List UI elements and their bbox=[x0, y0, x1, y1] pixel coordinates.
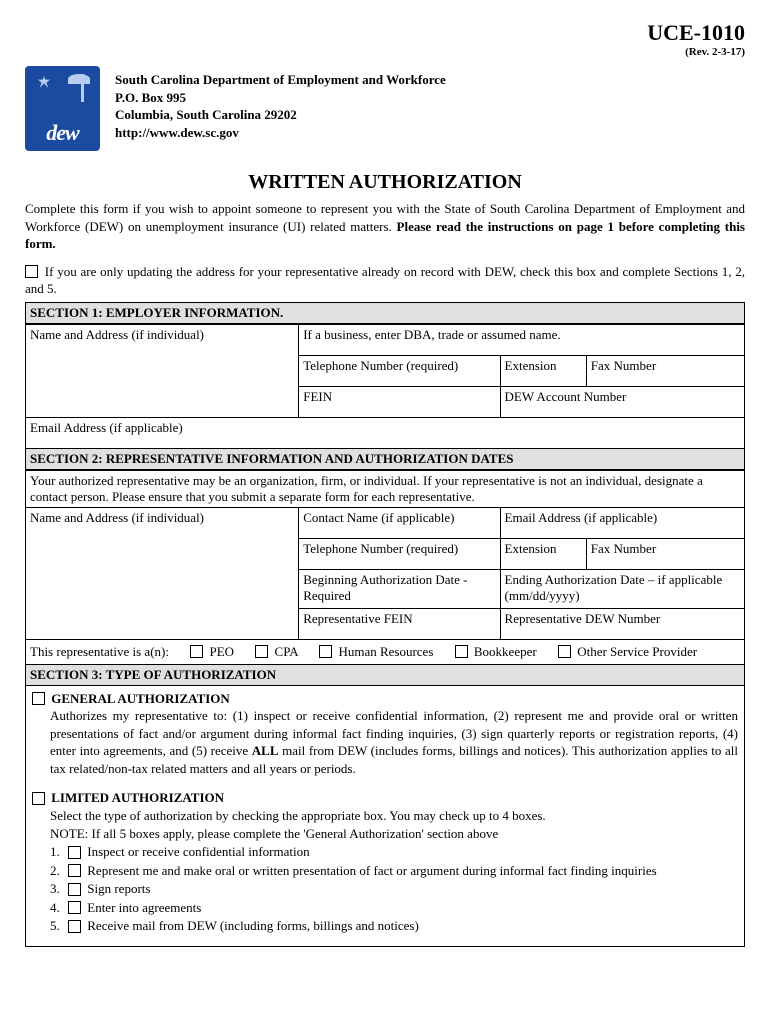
peo-checkbox[interactable] bbox=[190, 645, 203, 658]
s2-begin-date[interactable]: Beginning Authorization Date - Required bbox=[299, 569, 500, 608]
org-header: dew South Carolina Department of Employm… bbox=[25, 66, 745, 151]
s1-name-addr[interactable]: Name and Address (if individual) bbox=[26, 324, 299, 417]
form-revision: (Rev. 2-3-17) bbox=[25, 46, 745, 58]
intro-paragraph: Complete this form if you wish to appoin… bbox=[25, 200, 745, 253]
general-auth-checkbox[interactable] bbox=[32, 692, 45, 705]
other-checkbox[interactable] bbox=[558, 645, 571, 658]
update-note: If you are only updating the address for… bbox=[25, 263, 745, 298]
s1-dba[interactable]: If a business, enter DBA, trade or assum… bbox=[299, 324, 745, 355]
other-label: Other Service Provider bbox=[577, 644, 697, 659]
bookkeeper-checkbox[interactable] bbox=[455, 645, 468, 658]
s1-phone[interactable]: Telephone Number (required) bbox=[299, 355, 500, 386]
limited-options-list: 1. Inspect or receive confidential infor… bbox=[32, 843, 738, 935]
rep-is-label: This representative is a(n): bbox=[30, 644, 169, 659]
s1-dew-acct[interactable]: DEW Account Number bbox=[500, 386, 744, 417]
update-checkbox[interactable] bbox=[25, 265, 38, 278]
opt1-label: Inspect or receive confidential informat… bbox=[87, 844, 309, 859]
limited-auth-checkbox[interactable] bbox=[32, 792, 45, 805]
bookkeeper-label: Bookkeeper bbox=[474, 644, 537, 659]
s2-rep-dew[interactable]: Representative DEW Number bbox=[500, 608, 744, 639]
rep-type-row: This representative is a(n): PEO CPA Hum… bbox=[25, 640, 745, 665]
s1-fax[interactable]: Fax Number bbox=[586, 355, 744, 386]
hr-label: Human Resources bbox=[338, 644, 433, 659]
s2-intro: Your authorized representative may be an… bbox=[26, 470, 745, 507]
hr-checkbox[interactable] bbox=[319, 645, 332, 658]
section2-table: Your authorized representative may be an… bbox=[25, 470, 745, 640]
opt3-label: Sign reports bbox=[87, 881, 150, 896]
opt4-checkbox[interactable] bbox=[68, 901, 81, 914]
opt2-checkbox[interactable] bbox=[68, 864, 81, 877]
org-pobox: P.O. Box 995 bbox=[115, 89, 446, 107]
org-name: South Carolina Department of Employment … bbox=[115, 71, 446, 89]
org-info: South Carolina Department of Employment … bbox=[115, 66, 446, 141]
section3-header: SECTION 3: TYPE OF AUTHORIZATION bbox=[25, 665, 745, 686]
dew-logo: dew bbox=[25, 66, 100, 151]
form-header: UCE-1010 (Rev. 2-3-17) bbox=[25, 20, 745, 58]
s2-ext[interactable]: Extension bbox=[500, 538, 586, 569]
update-text: If you are only updating the address for… bbox=[25, 264, 745, 297]
limited-auth-title: LIMITED AUTHORIZATION bbox=[48, 790, 224, 805]
s2-phone[interactable]: Telephone Number (required) bbox=[299, 538, 500, 569]
s2-rep-fein[interactable]: Representative FEIN bbox=[299, 608, 500, 639]
limited-select-text: Select the type of authorization by chec… bbox=[32, 807, 738, 825]
opt1-checkbox[interactable] bbox=[68, 846, 81, 859]
opt5-label: Receive mail from DEW (including forms, … bbox=[87, 918, 419, 933]
logo-text: dew bbox=[46, 120, 78, 151]
section1-header: SECTION 1: EMPLOYER INFORMATION. bbox=[25, 302, 745, 324]
section2-header: SECTION 2: REPRESENTATIVE INFORMATION AN… bbox=[25, 449, 745, 470]
peo-label: PEO bbox=[209, 644, 234, 659]
opt5-checkbox[interactable] bbox=[68, 920, 81, 933]
opt4-label: Enter into agreements bbox=[87, 900, 201, 915]
s1-fein[interactable]: FEIN bbox=[299, 386, 500, 417]
form-number: UCE-1010 bbox=[25, 20, 745, 46]
section3-body: GENERAL AUTHORIZATION Authorizes my repr… bbox=[25, 686, 745, 947]
s2-end-date[interactable]: Ending Authorization Date – if applicabl… bbox=[500, 569, 744, 608]
s1-email[interactable]: Email Address (if applicable) bbox=[26, 417, 745, 448]
opt3-checkbox[interactable] bbox=[68, 883, 81, 896]
cpa-checkbox[interactable] bbox=[255, 645, 268, 658]
org-city: Columbia, South Carolina 29202 bbox=[115, 106, 446, 124]
limited-note-text: NOTE: If all 5 boxes apply, please compl… bbox=[32, 825, 738, 843]
s2-contact[interactable]: Contact Name (if applicable) bbox=[299, 507, 500, 538]
general-auth-desc: Authorizes my representative to: (1) ins… bbox=[32, 707, 738, 777]
s2-email[interactable]: Email Address (if applicable) bbox=[500, 507, 744, 538]
cpa-label: CPA bbox=[275, 644, 298, 659]
org-url: http://www.dew.sc.gov bbox=[115, 124, 446, 142]
section1-table: Name and Address (if individual) If a bu… bbox=[25, 324, 745, 449]
s2-name-addr[interactable]: Name and Address (if individual) bbox=[26, 507, 299, 639]
general-auth-title: GENERAL AUTHORIZATION bbox=[48, 691, 230, 706]
s1-ext[interactable]: Extension bbox=[500, 355, 586, 386]
opt2-label: Represent me and make oral or written pr… bbox=[87, 863, 656, 878]
main-title: WRITTEN AUTHORIZATION bbox=[25, 171, 745, 194]
s2-fax[interactable]: Fax Number bbox=[586, 538, 744, 569]
